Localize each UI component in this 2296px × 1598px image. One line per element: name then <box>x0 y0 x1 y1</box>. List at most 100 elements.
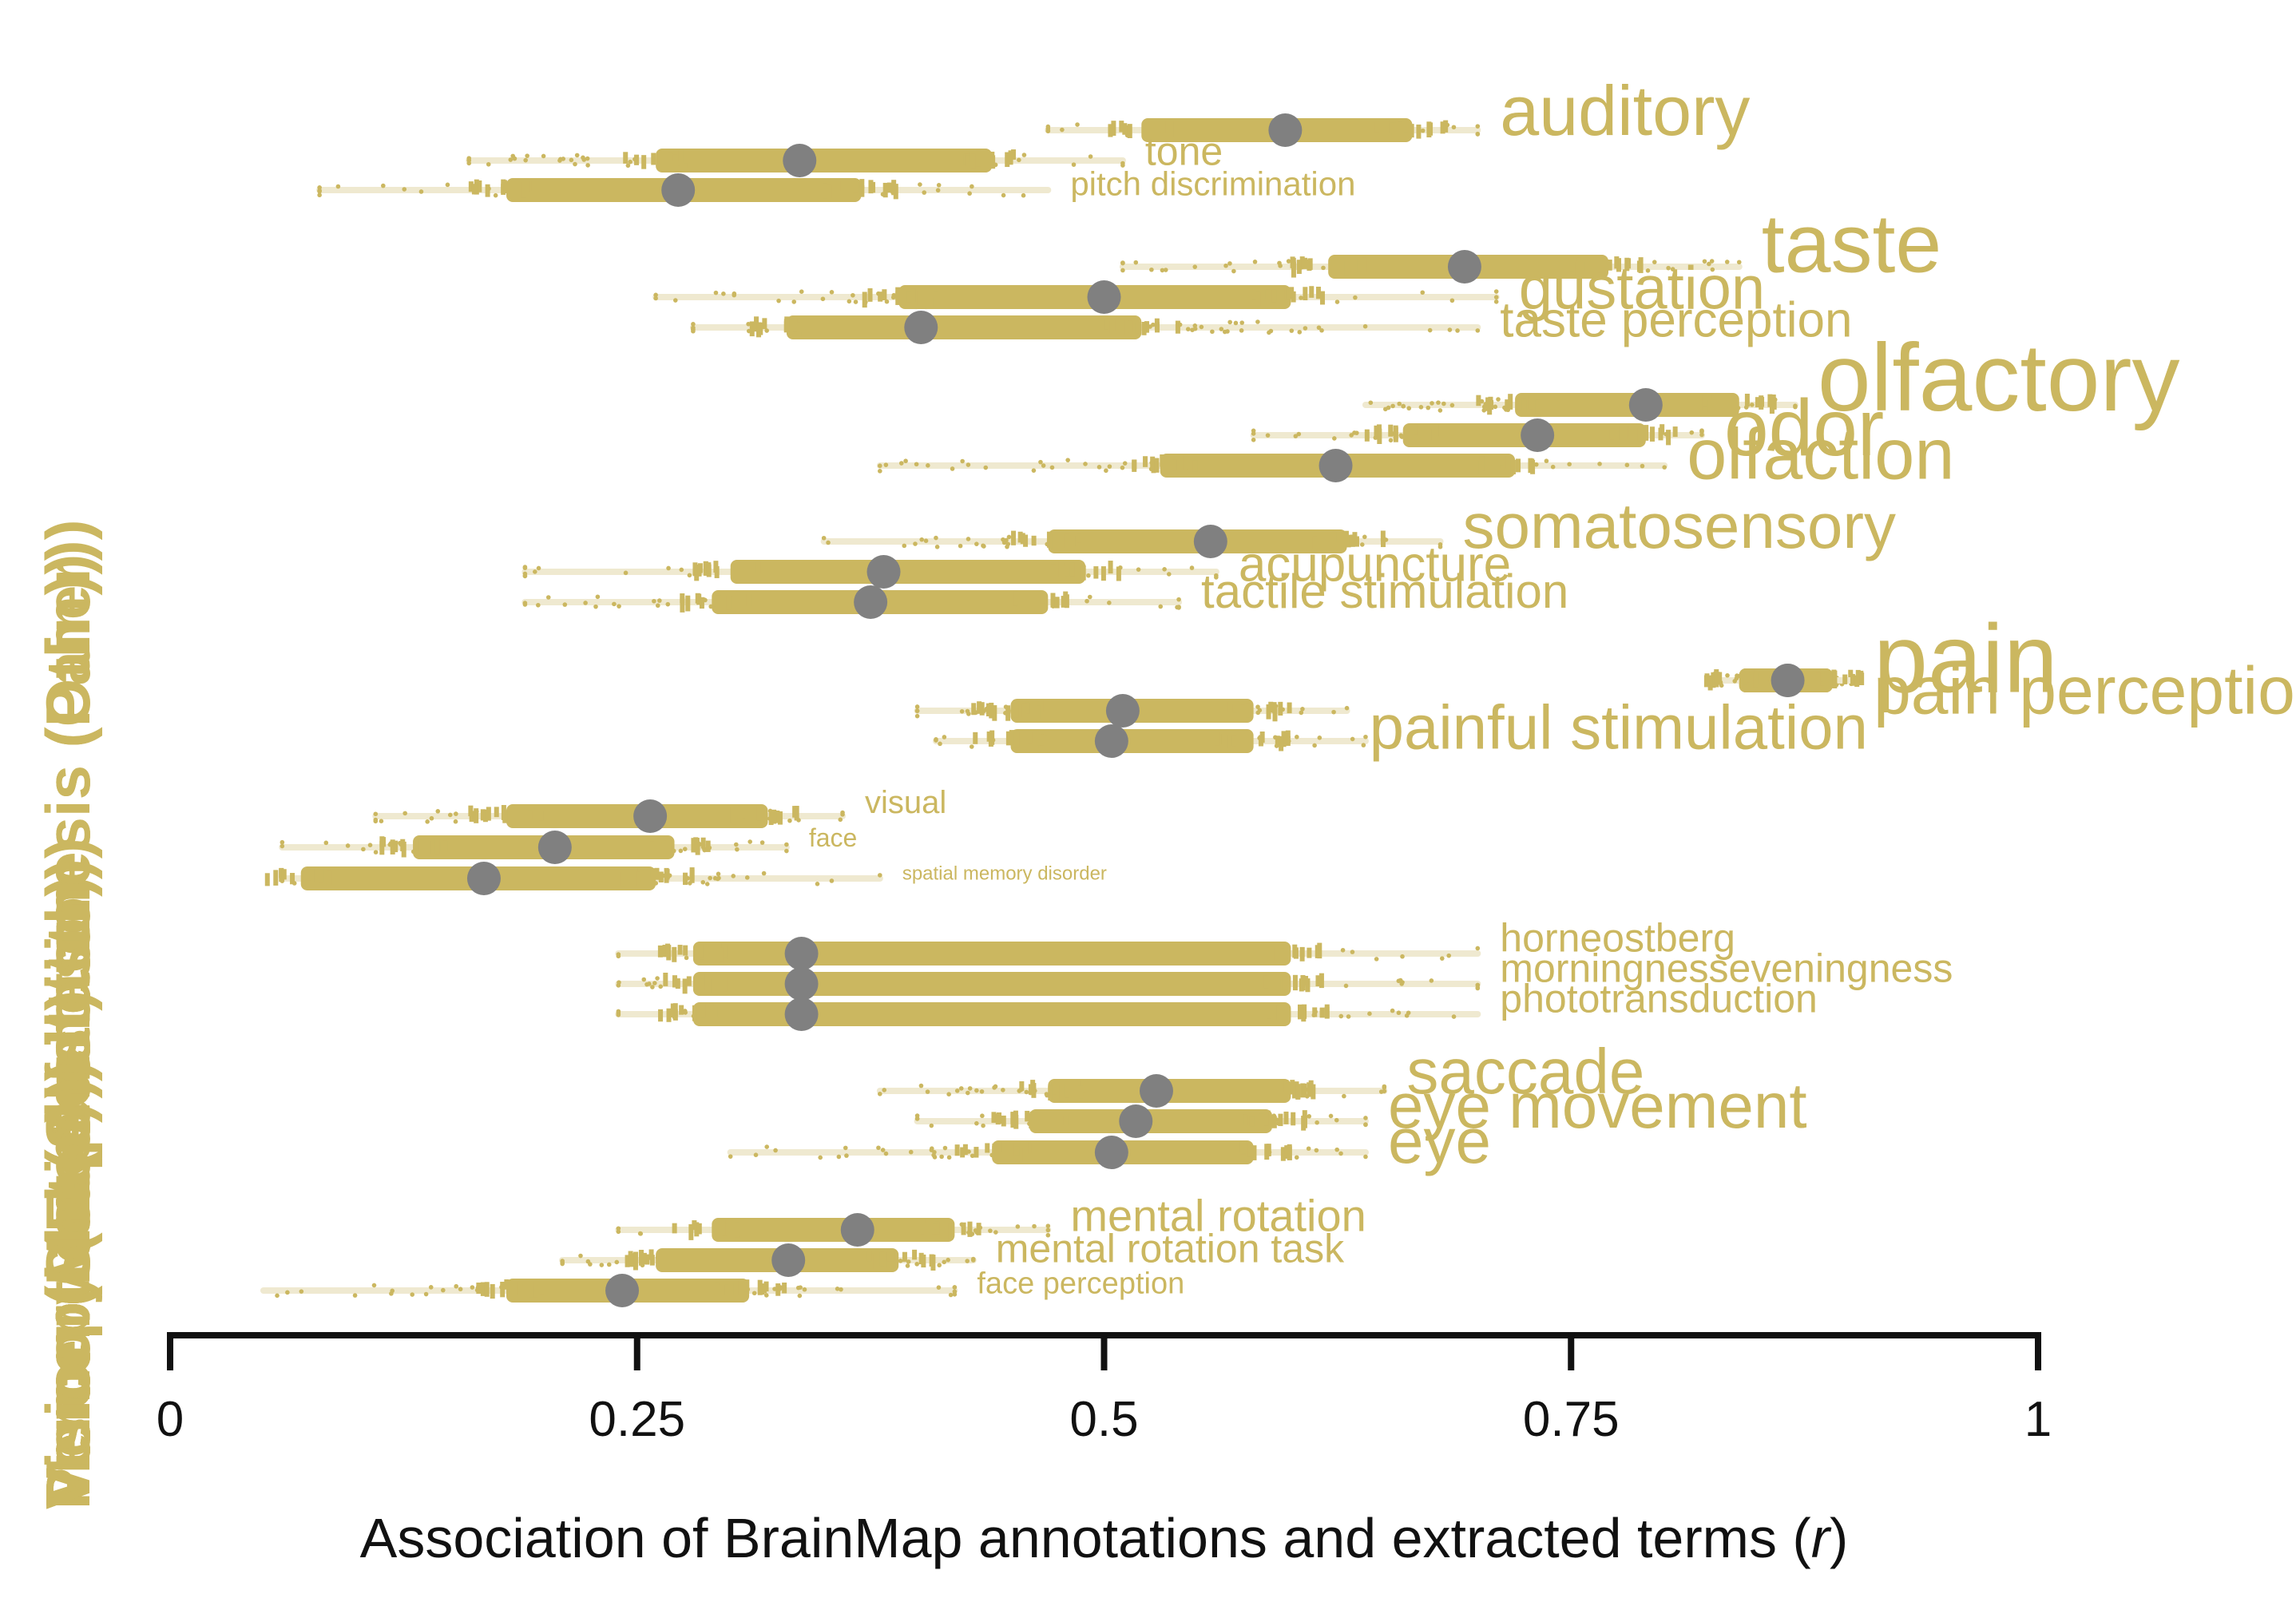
bootstrap-dot <box>1401 403 1406 409</box>
bootstrap-dot <box>1429 978 1434 983</box>
term-distribution-edge <box>657 942 1322 964</box>
bootstrap-dot <box>1267 330 1271 335</box>
edge-tick <box>1597 261 1603 273</box>
edge-tick <box>1009 730 1014 745</box>
bootstrap-dot <box>914 1116 920 1121</box>
bootstrap-dot <box>1550 464 1556 470</box>
edge-tick <box>1569 256 1575 272</box>
edge-tick <box>1289 287 1295 298</box>
bootstrap-dot <box>687 573 692 578</box>
bootstrap-dot <box>946 1257 950 1263</box>
bootstrap-dot <box>1666 265 1671 271</box>
edge-tick <box>1282 976 1287 990</box>
bootstrap-dot <box>578 1253 583 1259</box>
bootstrap-dot <box>1017 157 1021 163</box>
bootstrap-dot <box>644 981 649 987</box>
bootstrap-dot <box>458 1287 463 1292</box>
edge-tick <box>1711 672 1716 688</box>
bootstrap-dot <box>844 1153 849 1158</box>
term-label: olfactory <box>1818 324 2180 431</box>
bootstrap-dot <box>1120 163 1125 168</box>
term-point-estimate <box>1521 418 1555 452</box>
bootstrap-dot <box>934 535 938 541</box>
edge-tick <box>672 1223 677 1234</box>
x-axis-label-suffix: ) <box>1830 1507 1848 1569</box>
edge-tick <box>1108 561 1113 574</box>
bootstrap-dot <box>486 161 491 167</box>
edge-tick <box>1025 702 1030 714</box>
edge-tick <box>677 945 683 955</box>
bootstrap-dot <box>835 1287 840 1291</box>
edge-tick <box>494 807 499 818</box>
edge-tick <box>667 152 672 162</box>
edge-tick <box>720 1222 726 1235</box>
term-point-estimate <box>784 937 819 970</box>
bootstrap-dot <box>1496 397 1501 402</box>
edge-tick <box>1744 671 1750 683</box>
edge-tick <box>1393 426 1398 442</box>
bootstrap-dot <box>1382 1088 1387 1094</box>
term-label: phototransduction <box>1500 977 1818 1021</box>
edge-tick <box>1409 124 1414 138</box>
bootstrap-dot <box>466 161 472 166</box>
bootstrap-dot <box>655 976 660 981</box>
bootstrap-dot <box>937 1263 942 1268</box>
edge-tick <box>1275 977 1281 993</box>
bootstrap-dot <box>1793 403 1798 408</box>
edge-tick <box>1132 459 1137 470</box>
bootstrap-dot <box>942 1259 947 1265</box>
edge-tick <box>418 839 423 851</box>
bootstrap-dot <box>1045 1223 1051 1228</box>
edge-tick <box>775 1283 781 1296</box>
bootstrap-dot <box>691 327 696 332</box>
edge-tick <box>390 839 395 855</box>
edge-tick <box>1315 945 1320 958</box>
edge-tick <box>264 873 270 886</box>
bootstrap-dot <box>1736 260 1742 265</box>
bootstrap-dot <box>1426 405 1431 410</box>
edge-tick <box>514 179 520 190</box>
bootstrap-dot <box>1334 1147 1339 1152</box>
term-distribution-edge <box>692 561 1121 581</box>
edge-tick <box>906 291 912 303</box>
term-row: mental rotation <box>615 1191 1366 1247</box>
term-point-estimate <box>1628 388 1663 422</box>
edge-tick <box>501 179 506 193</box>
bootstrap-dot <box>1342 1093 1346 1099</box>
edge-tick <box>1516 399 1521 410</box>
bootstrap-dot <box>930 1146 934 1151</box>
edge-tick <box>1296 260 1302 274</box>
bootstrap-dot <box>1075 122 1080 127</box>
bootstrap-dot <box>1001 192 1006 198</box>
bootstrap-dot <box>959 708 965 714</box>
edge-tick <box>1281 948 1287 961</box>
edge-tick <box>1307 259 1312 272</box>
edge-tick <box>1607 260 1612 271</box>
edge-tick <box>469 811 474 823</box>
edge-tick <box>1818 670 1824 682</box>
edge-tick <box>1704 673 1710 685</box>
bootstrap-dot <box>616 1229 621 1235</box>
edge-tick <box>708 1005 714 1017</box>
edge-tick <box>1312 1007 1318 1017</box>
term-distribution-edge <box>264 867 695 887</box>
bootstrap-dot <box>1544 458 1549 464</box>
edge-tick <box>279 867 284 882</box>
edge-tick <box>1265 289 1271 300</box>
edge-tick <box>1284 1145 1290 1159</box>
bootstrap-dot <box>1015 1224 1021 1229</box>
edge-tick <box>700 978 705 991</box>
bootstrap-dot <box>1475 946 1481 951</box>
edge-tick <box>1476 395 1481 406</box>
term-row: eye movement <box>914 1070 1807 1141</box>
bootstrap-dot <box>960 458 965 464</box>
bootstrap-dot <box>966 712 971 716</box>
edge-tick <box>1842 674 1848 684</box>
bootstrap-dot <box>280 843 285 849</box>
edge-tick <box>721 942 727 958</box>
bootstrap-dot <box>1296 431 1302 437</box>
edge-tick <box>1287 1146 1292 1160</box>
bootstrap-dot <box>992 1085 997 1090</box>
bootstrap-dot <box>979 1088 985 1094</box>
bootstrap-dot <box>390 1288 395 1294</box>
